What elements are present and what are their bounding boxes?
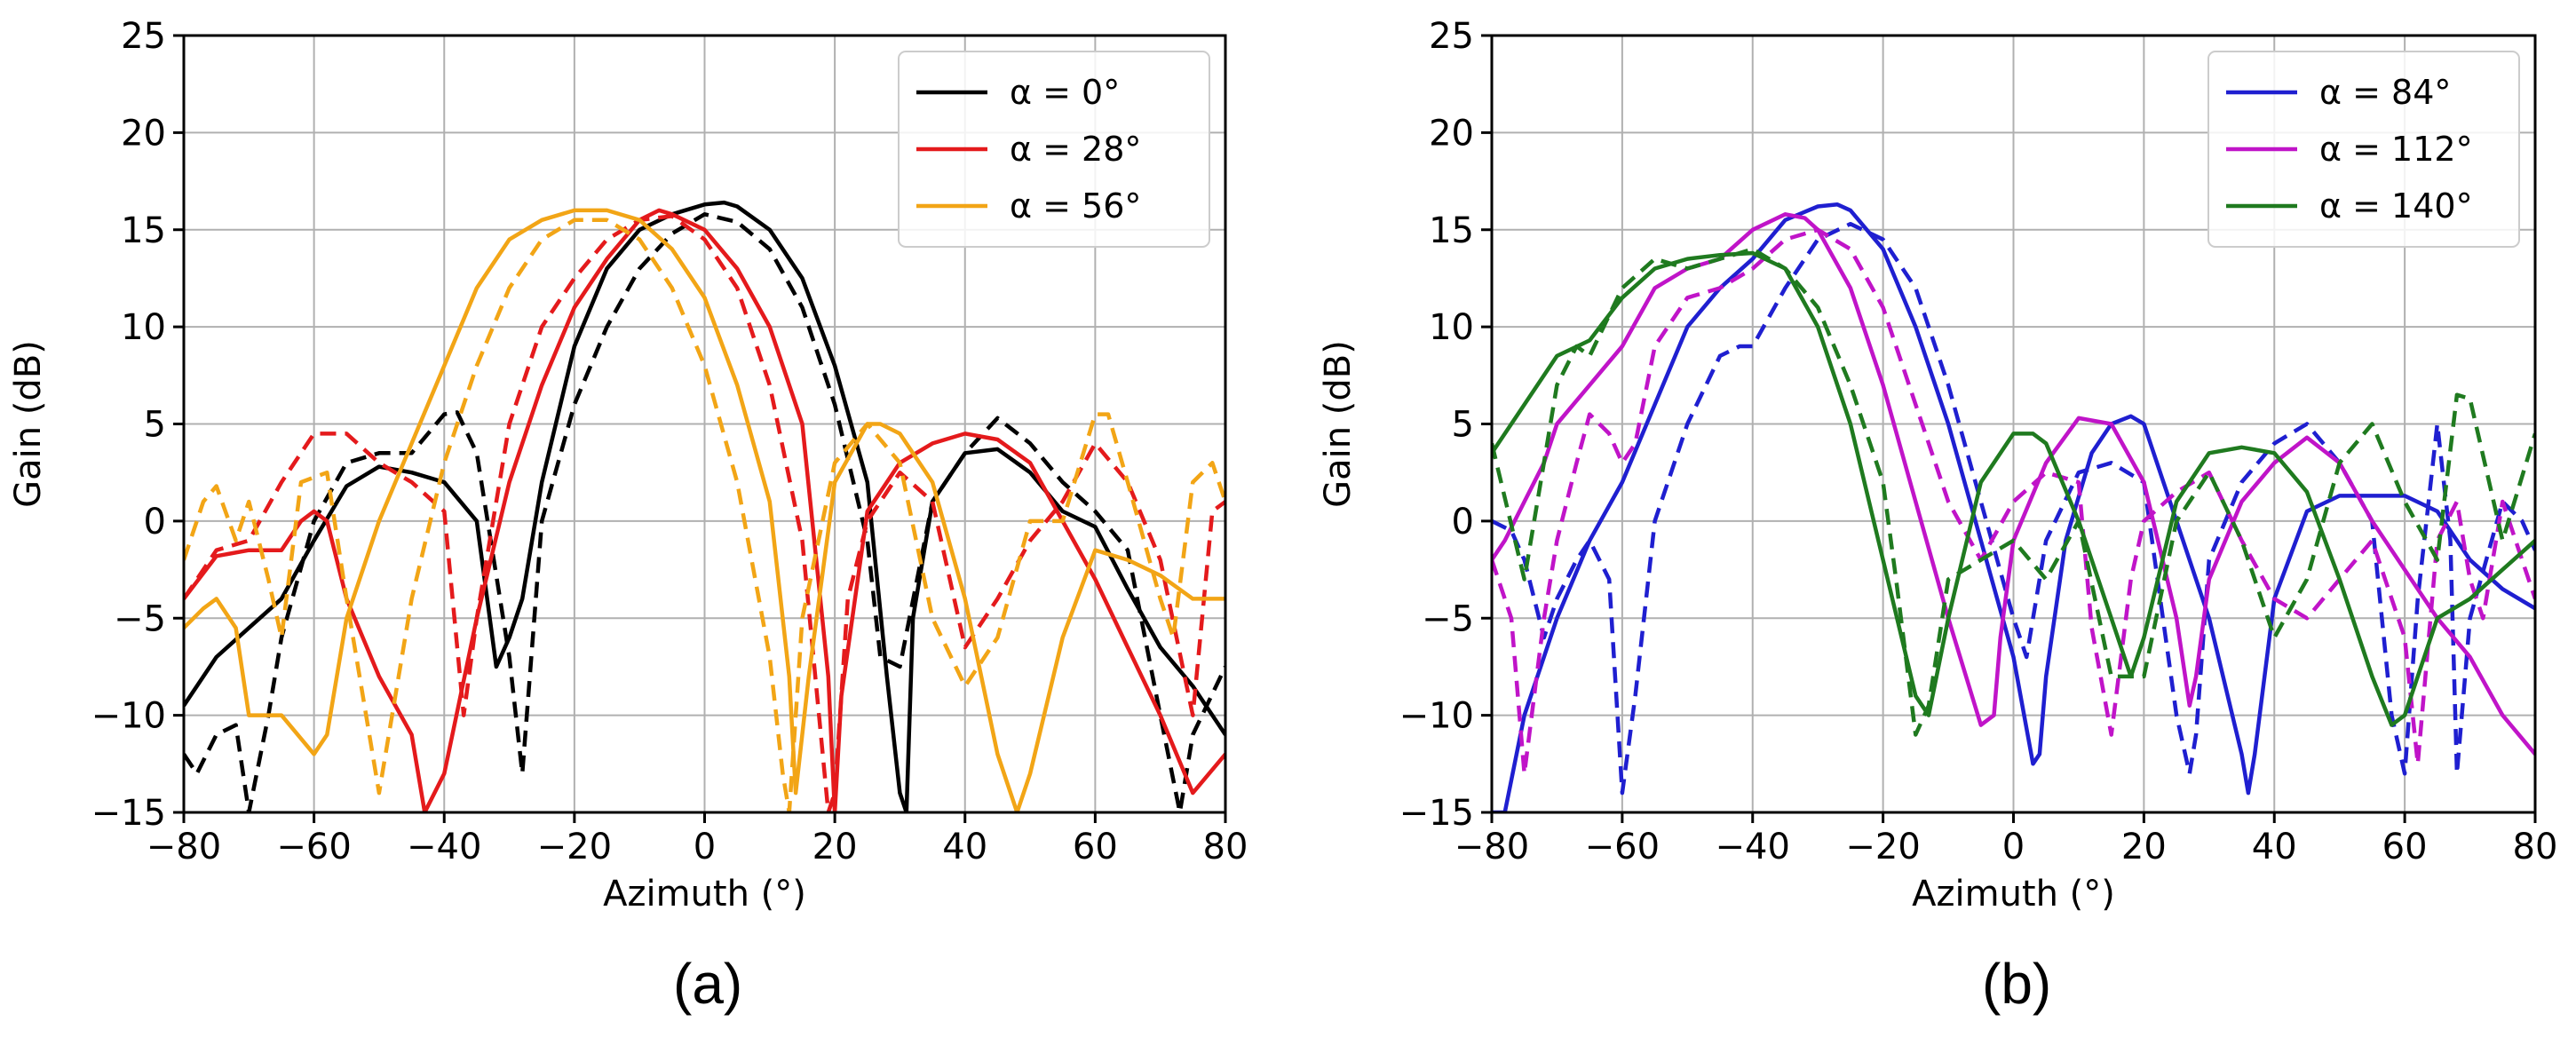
chart-b: −80 −60 −40 −20 0 20 40 60 80 −15 −10 −5 0 5 10 15 20 25 A… bbox=[1318, 16, 2557, 915]
legend-label: α = 84° bbox=[2319, 73, 2451, 112]
legend-label: α = 0° bbox=[1010, 73, 1120, 112]
y-axis-label: Gain (dB) bbox=[1318, 340, 1359, 508]
y-tick-label: −15 bbox=[1399, 793, 1474, 834]
x-tick-label: −40 bbox=[407, 827, 481, 867]
y-tick-label: 0 bbox=[144, 502, 166, 542]
x-tick-label: 40 bbox=[942, 827, 987, 867]
y-tick-label: 10 bbox=[121, 307, 166, 348]
series-line-4 bbox=[184, 208, 1225, 812]
x-tick-label: 80 bbox=[1203, 827, 1248, 867]
x-tick-label: −80 bbox=[147, 827, 221, 867]
y-tick-label: 15 bbox=[1429, 210, 1474, 251]
chart-a: −80 −60 −40 −20 0 20 40 60 80 −15 −10 −5 0 5 10 15 20 25 A… bbox=[8, 16, 1248, 915]
series-line-4 bbox=[1492, 250, 2535, 727]
x-tick-label: 20 bbox=[812, 827, 858, 867]
y-tick-label: 10 bbox=[1429, 307, 1474, 348]
x-tick-label: −60 bbox=[1585, 827, 1660, 867]
x-tick-label: 0 bbox=[694, 827, 716, 867]
y-tick-label: −15 bbox=[91, 793, 166, 834]
series-group bbox=[184, 200, 1225, 812]
x-axis-label: Azimuth (°) bbox=[1912, 874, 2115, 915]
y-tick-label: −5 bbox=[114, 598, 166, 639]
series-line-1 bbox=[184, 212, 1225, 812]
panel-label-b: (b) bbox=[1982, 952, 2052, 1016]
series-line-5 bbox=[1492, 247, 2535, 737]
y-tick-label: −10 bbox=[1399, 696, 1474, 737]
x-tick-label: 80 bbox=[2513, 827, 2558, 867]
x-tick-label: 60 bbox=[2382, 827, 2428, 867]
series-line-5 bbox=[184, 218, 1225, 812]
x-tick-label: 20 bbox=[2121, 827, 2167, 867]
legend-label: α = 112° bbox=[2319, 130, 2473, 169]
y-tick-label: 20 bbox=[1429, 113, 1474, 154]
series-group bbox=[1492, 202, 2535, 812]
y-tick-label: 25 bbox=[121, 16, 166, 57]
x-tick-label: 40 bbox=[2252, 827, 2297, 867]
x-tick-label: −20 bbox=[537, 827, 612, 867]
legend-box bbox=[898, 51, 1210, 248]
series-line-0 bbox=[1492, 202, 2535, 812]
y-tick-label: 15 bbox=[121, 210, 166, 251]
legend-box bbox=[2207, 51, 2520, 248]
y-tick-label: 20 bbox=[121, 113, 166, 154]
x-tick-label: 0 bbox=[2002, 827, 2025, 867]
y-axis-label: Gain (dB) bbox=[8, 340, 49, 508]
x-tick-label: 60 bbox=[1073, 827, 1118, 867]
y-tick-label: −10 bbox=[91, 696, 166, 737]
legend-label: α = 56° bbox=[1010, 186, 1141, 226]
x-tick-label: −20 bbox=[1845, 827, 1920, 867]
series-line-1 bbox=[1492, 221, 2535, 796]
y-tick-label: 0 bbox=[1452, 502, 1474, 542]
legend-label: α = 28° bbox=[1010, 130, 1141, 169]
y-tick-label: 5 bbox=[1452, 405, 1474, 446]
x-axis-label: Azimuth (°) bbox=[603, 874, 806, 915]
x-tick-label: −60 bbox=[276, 827, 351, 867]
panel-label-a: (a) bbox=[673, 952, 743, 1016]
y-tick-label: 25 bbox=[1429, 16, 1474, 57]
y-tick-label: −5 bbox=[1422, 598, 1474, 639]
y-tick-label: 5 bbox=[144, 405, 166, 446]
legend-label: α = 140° bbox=[2319, 186, 2473, 226]
series-line-3 bbox=[184, 214, 1225, 812]
x-tick-label: −80 bbox=[1454, 827, 1529, 867]
series-line-2 bbox=[1492, 212, 2535, 756]
x-tick-label: −40 bbox=[1716, 827, 1790, 867]
series-line-3 bbox=[1492, 227, 2535, 776]
